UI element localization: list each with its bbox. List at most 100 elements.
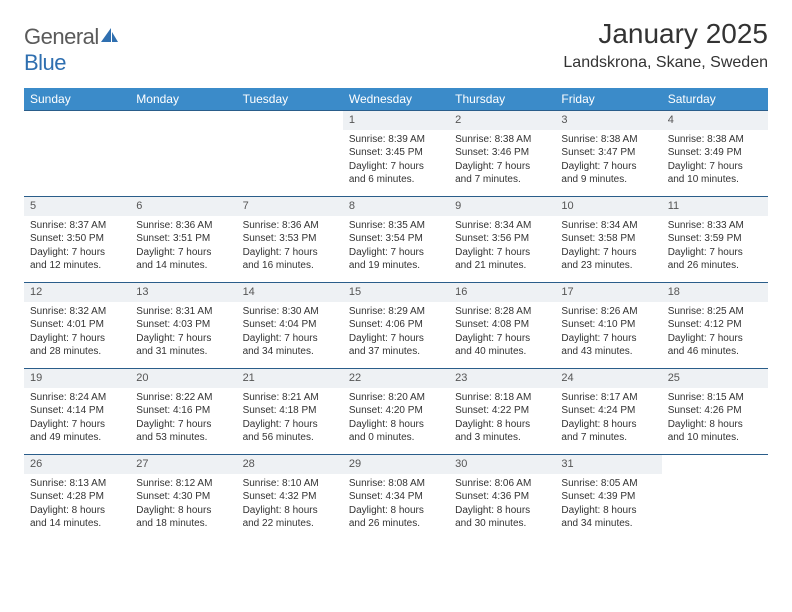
day-number: 12 [24, 283, 130, 302]
day-info: Sunrise: 8:38 AMSunset: 3:49 PMDaylight:… [662, 130, 768, 191]
calendar-row: 5Sunrise: 8:37 AMSunset: 3:50 PMDaylight… [24, 197, 768, 283]
daylight: Daylight: 7 hours and 12 minutes. [30, 246, 124, 273]
sunset: Sunset: 4:14 PM [30, 404, 124, 418]
daylight: Daylight: 7 hours and 26 minutes. [668, 246, 762, 273]
sunrise: Sunrise: 8:24 AM [30, 391, 124, 405]
sunset: Sunset: 3:45 PM [349, 146, 443, 160]
sunset: Sunset: 4:10 PM [561, 318, 655, 332]
sunset: Sunset: 4:28 PM [30, 490, 124, 504]
day-number: 14 [237, 283, 343, 302]
day-info: Sunrise: 8:05 AMSunset: 4:39 PMDaylight:… [555, 474, 661, 535]
day-header: Saturday [662, 88, 768, 111]
calendar-cell: 6Sunrise: 8:36 AMSunset: 3:51 PMDaylight… [130, 197, 236, 283]
daylight: Daylight: 7 hours and 43 minutes. [561, 332, 655, 359]
day-number: 4 [662, 111, 768, 130]
day-info: Sunrise: 8:31 AMSunset: 4:03 PMDaylight:… [130, 302, 236, 363]
sunrise: Sunrise: 8:31 AM [136, 305, 230, 319]
calendar-cell [237, 111, 343, 197]
day-info: Sunrise: 8:15 AMSunset: 4:26 PMDaylight:… [662, 388, 768, 449]
sunset: Sunset: 4:36 PM [455, 490, 549, 504]
day-header: Thursday [449, 88, 555, 111]
day-number: 16 [449, 283, 555, 302]
day-number: 10 [555, 197, 661, 216]
day-number: 20 [130, 369, 236, 388]
calendar-cell: 19Sunrise: 8:24 AMSunset: 4:14 PMDayligh… [24, 369, 130, 455]
logo-part1: General [24, 24, 99, 49]
day-number: 21 [237, 369, 343, 388]
day-number: 26 [24, 455, 130, 474]
day-number: 25 [662, 369, 768, 388]
calendar-cell: 26Sunrise: 8:13 AMSunset: 4:28 PMDayligh… [24, 455, 130, 541]
calendar-cell [662, 455, 768, 541]
sunset: Sunset: 3:51 PM [136, 232, 230, 246]
daylight: Daylight: 8 hours and 7 minutes. [561, 418, 655, 445]
calendar-cell: 1Sunrise: 8:39 AMSunset: 3:45 PMDaylight… [343, 111, 449, 197]
day-number: 5 [24, 197, 130, 216]
day-header: Monday [130, 88, 236, 111]
day-number: 1 [343, 111, 449, 130]
daylight: Daylight: 7 hours and 28 minutes. [30, 332, 124, 359]
calendar-cell: 7Sunrise: 8:36 AMSunset: 3:53 PMDaylight… [237, 197, 343, 283]
sunrise: Sunrise: 8:28 AM [455, 305, 549, 319]
day-number: 24 [555, 369, 661, 388]
day-info: Sunrise: 8:38 AMSunset: 3:46 PMDaylight:… [449, 130, 555, 191]
daylight: Daylight: 7 hours and 31 minutes. [136, 332, 230, 359]
sunset: Sunset: 3:54 PM [349, 232, 443, 246]
day-header: Wednesday [343, 88, 449, 111]
sunset: Sunset: 3:59 PM [668, 232, 762, 246]
sunrise: Sunrise: 8:05 AM [561, 477, 655, 491]
sunrise: Sunrise: 8:12 AM [136, 477, 230, 491]
daylight: Daylight: 8 hours and 10 minutes. [668, 418, 762, 445]
calendar-cell: 14Sunrise: 8:30 AMSunset: 4:04 PMDayligh… [237, 283, 343, 369]
daylight: Daylight: 7 hours and 7 minutes. [455, 160, 549, 187]
daylight: Daylight: 8 hours and 22 minutes. [243, 504, 337, 531]
daylight: Daylight: 7 hours and 16 minutes. [243, 246, 337, 273]
calendar-row: 12Sunrise: 8:32 AMSunset: 4:01 PMDayligh… [24, 283, 768, 369]
day-info: Sunrise: 8:28 AMSunset: 4:08 PMDaylight:… [449, 302, 555, 363]
calendar-cell: 3Sunrise: 8:38 AMSunset: 3:47 PMDaylight… [555, 111, 661, 197]
sunset: Sunset: 4:18 PM [243, 404, 337, 418]
calendar-table: SundayMondayTuesdayWednesdayThursdayFrid… [24, 88, 768, 541]
calendar-cell: 17Sunrise: 8:26 AMSunset: 4:10 PMDayligh… [555, 283, 661, 369]
calendar-row: 26Sunrise: 8:13 AMSunset: 4:28 PMDayligh… [24, 455, 768, 541]
calendar-cell [24, 111, 130, 197]
logo: GeneralBlue [24, 18, 119, 76]
day-number: 3 [555, 111, 661, 130]
sunset: Sunset: 4:22 PM [455, 404, 549, 418]
daylight: Daylight: 7 hours and 34 minutes. [243, 332, 337, 359]
calendar-row: 1Sunrise: 8:39 AMSunset: 3:45 PMDaylight… [24, 111, 768, 197]
sunrise: Sunrise: 8:33 AM [668, 219, 762, 233]
daylight: Daylight: 7 hours and 23 minutes. [561, 246, 655, 273]
sunrise: Sunrise: 8:26 AM [561, 305, 655, 319]
daylight: Daylight: 7 hours and 9 minutes. [561, 160, 655, 187]
sunset: Sunset: 4:20 PM [349, 404, 443, 418]
calendar-cell: 16Sunrise: 8:28 AMSunset: 4:08 PMDayligh… [449, 283, 555, 369]
day-info: Sunrise: 8:20 AMSunset: 4:20 PMDaylight:… [343, 388, 449, 449]
sunset: Sunset: 3:58 PM [561, 232, 655, 246]
sunrise: Sunrise: 8:38 AM [455, 133, 549, 147]
logo-sail-icon [101, 24, 119, 50]
day-info: Sunrise: 8:25 AMSunset: 4:12 PMDaylight:… [662, 302, 768, 363]
sunset: Sunset: 4:34 PM [349, 490, 443, 504]
sunset: Sunset: 4:24 PM [561, 404, 655, 418]
calendar-cell: 10Sunrise: 8:34 AMSunset: 3:58 PMDayligh… [555, 197, 661, 283]
sunset: Sunset: 3:46 PM [455, 146, 549, 160]
day-info: Sunrise: 8:34 AMSunset: 3:58 PMDaylight:… [555, 216, 661, 277]
sunset: Sunset: 4:08 PM [455, 318, 549, 332]
daylight: Daylight: 7 hours and 6 minutes. [349, 160, 443, 187]
sunset: Sunset: 4:39 PM [561, 490, 655, 504]
calendar-cell: 23Sunrise: 8:18 AMSunset: 4:22 PMDayligh… [449, 369, 555, 455]
day-info: Sunrise: 8:13 AMSunset: 4:28 PMDaylight:… [24, 474, 130, 535]
sunset: Sunset: 3:50 PM [30, 232, 124, 246]
day-number: 13 [130, 283, 236, 302]
calendar-cell: 5Sunrise: 8:37 AMSunset: 3:50 PMDaylight… [24, 197, 130, 283]
sunset: Sunset: 3:49 PM [668, 146, 762, 160]
title-block: January 2025 Landskrona, Skane, Sweden [563, 18, 768, 72]
daylight: Daylight: 7 hours and 21 minutes. [455, 246, 549, 273]
logo-part2: Blue [24, 50, 66, 75]
day-info: Sunrise: 8:06 AMSunset: 4:36 PMDaylight:… [449, 474, 555, 535]
daylight: Daylight: 7 hours and 53 minutes. [136, 418, 230, 445]
sunset: Sunset: 4:16 PM [136, 404, 230, 418]
calendar-head: SundayMondayTuesdayWednesdayThursdayFrid… [24, 88, 768, 111]
calendar-cell: 15Sunrise: 8:29 AMSunset: 4:06 PMDayligh… [343, 283, 449, 369]
